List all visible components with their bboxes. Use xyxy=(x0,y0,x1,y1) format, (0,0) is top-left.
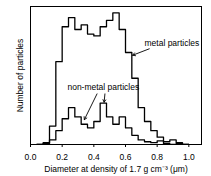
svg-text:metal particles: metal particles xyxy=(145,38,200,48)
svg-text:Number of particles: Number of particles xyxy=(15,39,25,113)
svg-text:non-metal particles: non-metal particles xyxy=(67,82,139,92)
svg-text:0.0: 0.0 xyxy=(25,152,37,162)
svg-text:0.2: 0.2 xyxy=(56,152,68,162)
svg-text:Diameter at density of 1.7 g c: Diameter at density of 1.7 g cm⁻³ (μm) xyxy=(44,164,188,174)
svg-text:0.8: 0.8 xyxy=(151,152,163,162)
svg-text:0.6: 0.6 xyxy=(120,152,132,162)
svg-text:0.4: 0.4 xyxy=(88,152,100,162)
svg-text:1.0: 1.0 xyxy=(183,152,195,162)
